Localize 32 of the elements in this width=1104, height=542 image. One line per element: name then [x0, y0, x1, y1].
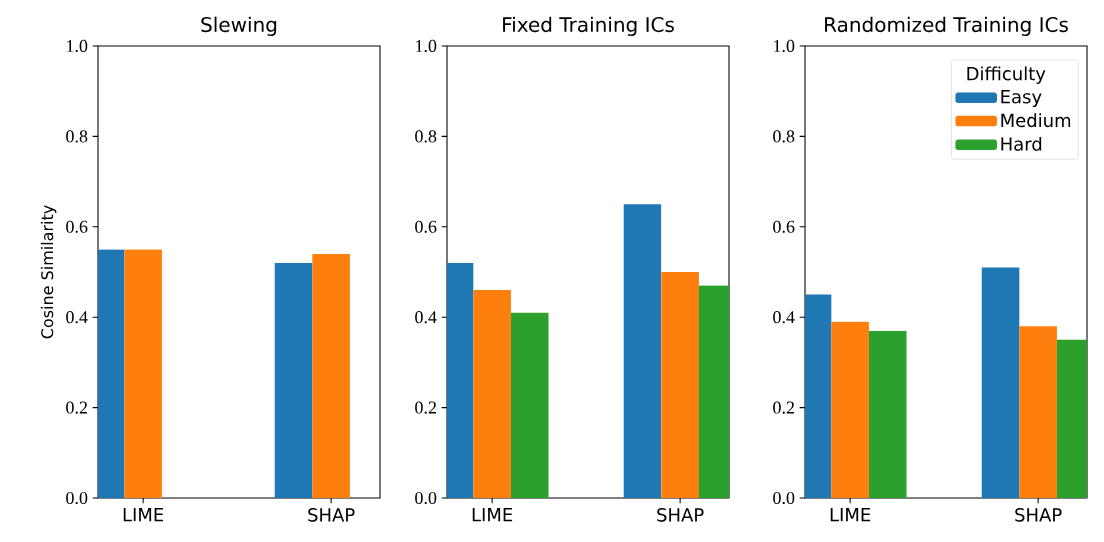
legend-title: Difficulty [967, 66, 1046, 84]
y-tick-label: 0.6 [66, 220, 88, 233]
x-tick-label: LIME [472, 508, 513, 522]
y-tick-label: 0.8 [773, 130, 795, 143]
y-tick-label: 0.2 [415, 401, 436, 414]
chart-title: Fixed Training ICs [503, 16, 674, 36]
chart-title: Slewing [201, 16, 277, 36]
y-tick-label: 0.2 [773, 401, 794, 414]
y-tick-label: 0.8 [415, 130, 437, 143]
y-tick-label: 0.4 [415, 311, 437, 324]
y-tick-label: 0.6 [773, 220, 795, 233]
x-tick-label: SHAP [308, 508, 355, 522]
x-tick-label: SHAP [657, 508, 704, 522]
y-tick-label: 0.0 [773, 491, 795, 505]
y-tick-label: 0.8 [66, 130, 88, 143]
y-tick-label: 0.0 [66, 491, 88, 505]
y-tick-label: 1.0 [416, 39, 437, 53]
y-tick-label: 1.0 [67, 39, 88, 53]
y-tick-label: 0.6 [415, 220, 437, 233]
x-tick-label: LIME [123, 508, 164, 522]
legend-label: Hard [1001, 136, 1042, 151]
y-tick-label: 0.4 [66, 311, 88, 324]
y-tick-label: 0.4 [773, 311, 795, 324]
legend-label: Easy [1001, 90, 1042, 107]
x-tick-label: SHAP [1015, 508, 1062, 522]
y-tick-label: 1.0 [774, 39, 795, 53]
y-axis-title: Cosine Similarity [40, 205, 57, 339]
y-tick-label: 0.0 [415, 491, 437, 505]
legend-label: Medium [1001, 113, 1071, 128]
y-tick-label: 0.2 [66, 401, 87, 414]
chart-title: Randomized Training ICs [825, 16, 1068, 36]
x-tick-label: LIME [830, 508, 871, 522]
